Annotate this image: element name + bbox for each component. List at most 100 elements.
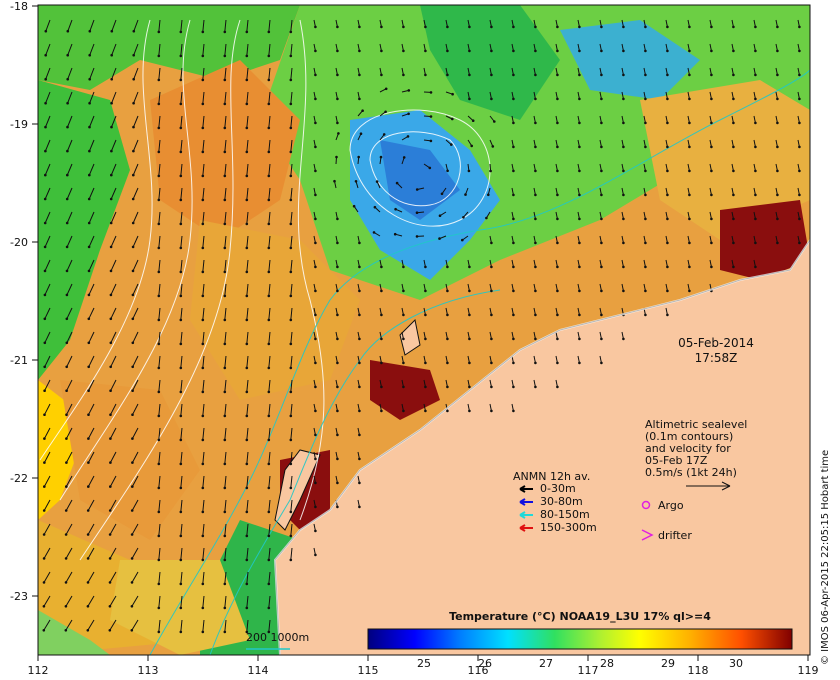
velocity-arrow (180, 355, 183, 368)
velocity-arrow-head-icon (245, 78, 249, 82)
velocity-arrow (109, 475, 117, 487)
velocity-arrow-head-icon (490, 337, 493, 341)
velocity-arrow-head-icon (380, 49, 383, 53)
velocity-arrow (290, 427, 293, 440)
velocity-arrow (131, 595, 139, 607)
velocity-arrow (246, 355, 249, 368)
velocity-arrow-head-icon (43, 485, 46, 488)
velocity-arrow-head-icon (245, 270, 249, 274)
velocity-arrow (268, 19, 271, 32)
velocity-arrow (133, 19, 139, 32)
velocity-arrow-head-icon (732, 25, 735, 29)
velocity-arrow-head-icon (798, 25, 801, 29)
velocity-arrow-head-icon (245, 126, 249, 130)
velocity-arrow (88, 379, 95, 391)
velocity-arrow-head-icon (424, 409, 427, 413)
velocity-arrow (290, 547, 293, 560)
velocity-arrow-head-icon (267, 102, 271, 106)
velocity-arrow-head-icon (179, 174, 183, 178)
velocity-arrow-head-icon (110, 77, 113, 81)
velocity-arrow-head-icon (43, 317, 47, 321)
velocity-arrow-head-icon (380, 73, 383, 77)
velocity-arrow-head-icon (402, 73, 405, 77)
velocity-arrow-head-icon (333, 179, 336, 183)
velocity-arrow-head-icon (314, 217, 317, 221)
velocity-arrow-head-icon (402, 337, 405, 341)
velocity-arrow-head-icon (65, 293, 69, 297)
velocity-arrow (44, 307, 51, 320)
velocity-arrow-head-icon (245, 606, 249, 610)
velocity-arrow-head-icon (157, 510, 161, 514)
velocity-arrow-head-icon (424, 361, 427, 365)
velocity-arrow-head-icon (534, 73, 537, 77)
velocity-arrow-head-icon (776, 73, 779, 77)
velocity-arrow-head-icon (66, 149, 69, 153)
velocity-arrow-head-icon (314, 193, 317, 197)
velocity-arrow (224, 547, 227, 560)
velocity-arrow-head-icon (600, 265, 603, 269)
velocity-arrow (87, 595, 95, 607)
velocity-arrow-head-icon (798, 73, 801, 77)
velocity-arrow-head-icon (64, 581, 68, 584)
velocity-arrow-head-icon (65, 269, 69, 273)
velocity-arrow (132, 235, 139, 248)
velocity-arrow (202, 499, 205, 512)
velocity-arrow-head-icon (43, 293, 47, 297)
velocity-arrow-head-icon (358, 289, 361, 293)
velocity-arrow-head-icon (358, 313, 361, 317)
velocity-arrow-head-icon (776, 121, 779, 125)
velocity-arrow-head-icon (223, 78, 227, 82)
velocity-arrow-head-icon (666, 313, 669, 317)
velocity-arrow-head-icon (468, 25, 471, 29)
velocity-arrow (224, 187, 227, 200)
velocity-arrow (224, 355, 227, 368)
velocity-arrow-head-icon (732, 121, 735, 125)
velocity-arrow (202, 619, 205, 632)
velocity-arrow-head-icon (314, 409, 317, 413)
velocity-arrow-head-icon (644, 313, 647, 317)
velocity-arrow-head-icon (267, 558, 271, 562)
velocity-arrow-head-icon (732, 169, 735, 173)
velocity-arrow (268, 379, 271, 392)
altimetry-line: 0.5m/s (1kt 24h) (645, 466, 737, 479)
velocity-arrow (133, 91, 139, 104)
velocity-arrow-head-icon (622, 49, 625, 53)
velocity-arrow-head-icon (42, 533, 46, 536)
velocity-arrow (246, 115, 249, 128)
velocity-arrow (202, 259, 205, 272)
velocity-arrow-head-icon (402, 313, 405, 317)
velocity-arrow-head-icon (108, 605, 112, 608)
velocity-arrow-head-icon (754, 25, 757, 29)
velocity-arrow (109, 427, 117, 439)
velocity-arrow (67, 115, 73, 128)
velocity-arrow-head-icon (314, 433, 317, 437)
x-tick-label: 118 (688, 664, 709, 677)
velocity-arrow-head-icon (43, 245, 47, 249)
velocity-arrow-head-icon (289, 150, 293, 154)
velocity-arrow-head-icon (336, 505, 339, 509)
velocity-arrow-head-icon (314, 169, 317, 173)
y-tick-label: -21 (10, 354, 28, 367)
velocity-arrow-head-icon (179, 318, 183, 322)
velocity-arrow-head-icon (314, 505, 317, 509)
velocity-arrow (88, 283, 95, 296)
velocity-arrow (111, 43, 117, 56)
velocity-arrow (290, 211, 293, 224)
velocity-arrow (224, 619, 227, 632)
velocity-arrow-head-icon (666, 121, 669, 125)
velocity-arrow-head-icon (201, 102, 205, 106)
velocity-arrow-head-icon (512, 25, 515, 29)
velocity-arrow-head-icon (289, 486, 293, 490)
velocity-arrow (132, 307, 139, 320)
velocity-arrow-head-icon (109, 317, 113, 321)
colorbar-tick: 29 (661, 657, 675, 670)
velocity-arrow-head-icon (534, 145, 537, 149)
velocity-arrow-head-icon (223, 630, 227, 634)
velocity-arrow (132, 355, 139, 368)
velocity-arrow-head-icon (732, 73, 735, 77)
velocity-arrow-head-icon (776, 145, 779, 149)
velocity-arrow (111, 19, 117, 32)
velocity-arrow-head-icon (201, 198, 205, 202)
velocity-arrow-head-icon (600, 121, 603, 125)
velocity-arrow-head-icon (267, 246, 271, 250)
